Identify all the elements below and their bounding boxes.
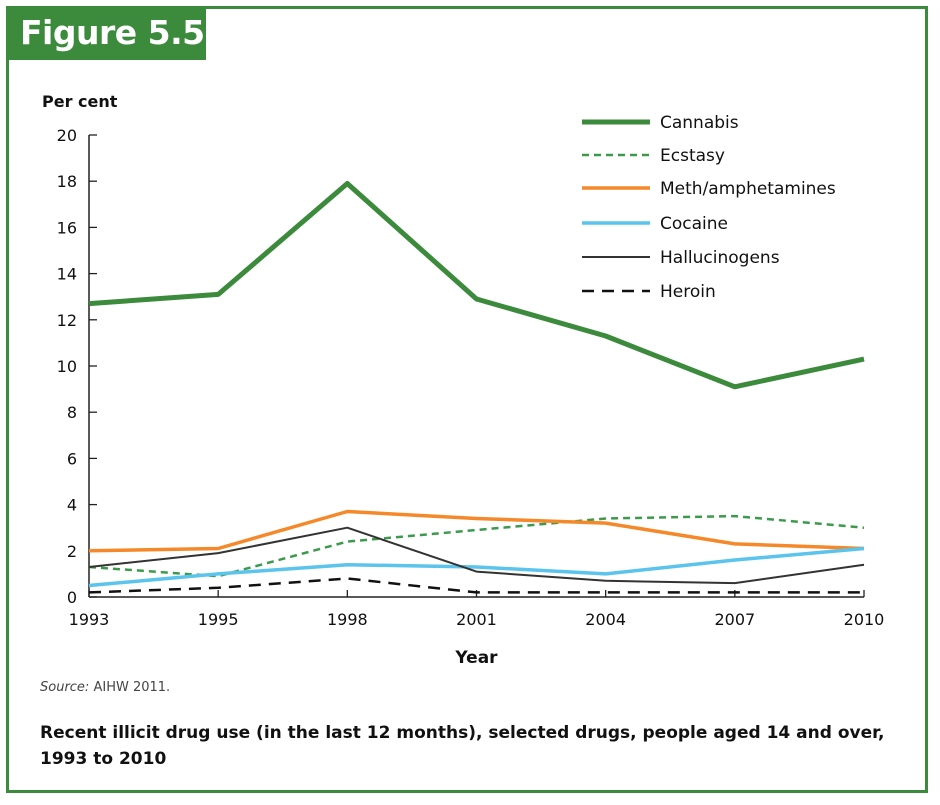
x-tick-label: 2001: [456, 610, 497, 629]
legend-label: Cannabis: [660, 113, 739, 133]
legend-label: Cocaine: [660, 214, 728, 234]
figure-caption: Recent illicit drug use (in the last 12 …: [40, 723, 885, 769]
legend-label: Hallucinogens: [660, 248, 780, 268]
source-text: AIHW 2011.: [89, 680, 171, 695]
legend-label: Heroin: [660, 282, 716, 302]
series-line-heroin: [88, 577, 864, 594]
y-tick-label: 2: [67, 542, 77, 561]
series-line-cannabis: [88, 181, 865, 390]
chart-legend: Cannabis Ecstasy Meth/amphetamines Cocaine H…: [582, 113, 836, 302]
series-line-cocaine: [88, 546, 865, 588]
series-line-meth-amphetamines: [88, 509, 865, 553]
x-tick-label: 2007: [714, 610, 755, 629]
figure-label: Figure 5.5: [6, 6, 206, 60]
y-tick-label: 6: [67, 449, 77, 468]
x-tick-label: 1993: [69, 610, 110, 629]
y-axis-label: Per cent: [42, 92, 118, 111]
x-tick-label: 2004: [585, 610, 626, 629]
source-label: Source:: [40, 680, 90, 695]
x-tick-label: 1998: [327, 610, 368, 629]
x-tick-label: 1995: [198, 610, 239, 629]
y-tick-label: 16: [57, 218, 77, 237]
y-tick-label: 18: [57, 172, 77, 191]
series-line-ecstasy: [88, 514, 865, 578]
chart-axes: 0 2 4 6 8 10 12 14 16 18 20 1993 1995 1998 2001 2004 200…: [42, 92, 884, 668]
y-tick-label: 4: [67, 496, 77, 515]
line-chart: 0 2 4 6 8 10 12 14 16 18 20 1993 1995 1998 2001 2004 200…: [42, 92, 884, 668]
source-note: Source: AIHW 2011.: [40, 680, 170, 695]
y-tick-label: 8: [67, 403, 77, 422]
x-axis-label: Year: [454, 648, 498, 668]
chart-series: [88, 181, 865, 594]
y-tick-label: 14: [57, 265, 77, 284]
legend-label: Meth/amphetamines: [660, 179, 836, 199]
y-tick-label: 20: [57, 126, 77, 145]
legend-label: Ecstasy: [660, 146, 725, 166]
y-tick-label: 12: [57, 311, 77, 330]
x-tick-label: 2010: [844, 610, 885, 629]
series-line-hallucinogens: [88, 526, 865, 585]
y-tick-label: 0: [67, 588, 77, 607]
y-tick-label: 10: [57, 357, 77, 376]
figure-frame: [6, 6, 928, 793]
